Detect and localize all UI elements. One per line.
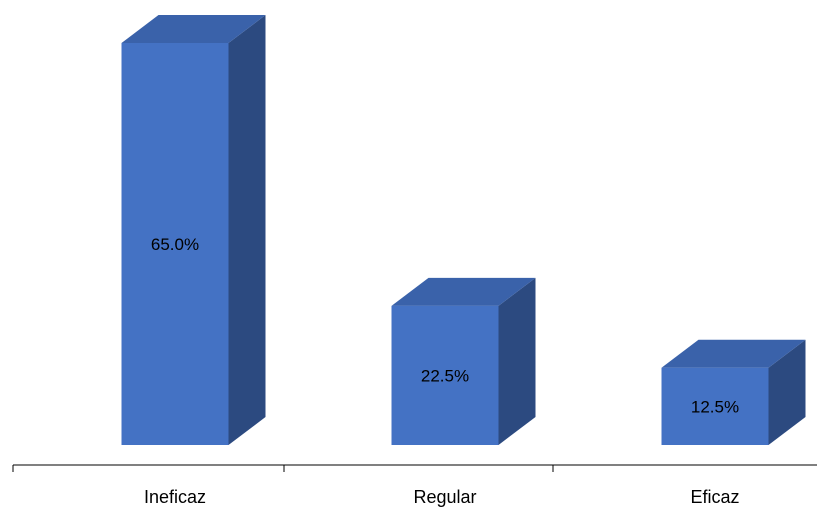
- data-label: 65.0%: [151, 235, 199, 254]
- x-tick-label: Eficaz: [690, 487, 739, 507]
- bar-regular: 22.5%: [391, 277, 536, 445]
- data-label: 22.5%: [421, 366, 469, 385]
- x-tick-label: Ineficaz: [144, 487, 206, 507]
- bar-side-face: [498, 277, 536, 445]
- bar-top-face: [391, 277, 536, 306]
- bar-top-face: [661, 339, 806, 368]
- bar-eficaz: 12.5%: [661, 339, 806, 445]
- bars-group: 65.0% 22.5% 12.5%: [121, 15, 806, 445]
- bar-top-face: [121, 15, 266, 43]
- bar-ineficaz: 65.0%: [121, 15, 266, 445]
- x-axis: [12, 464, 817, 472]
- x-tick-labels: Ineficaz Regular Eficaz: [144, 487, 740, 507]
- x-tick-label: Regular: [413, 487, 476, 507]
- bar-front-face: [661, 367, 769, 445]
- data-label: 12.5%: [691, 397, 739, 416]
- bar-side-face: [228, 15, 266, 445]
- bar-front-face: [391, 305, 499, 445]
- bar-side-face: [768, 339, 806, 445]
- bar-front-face: [121, 43, 229, 445]
